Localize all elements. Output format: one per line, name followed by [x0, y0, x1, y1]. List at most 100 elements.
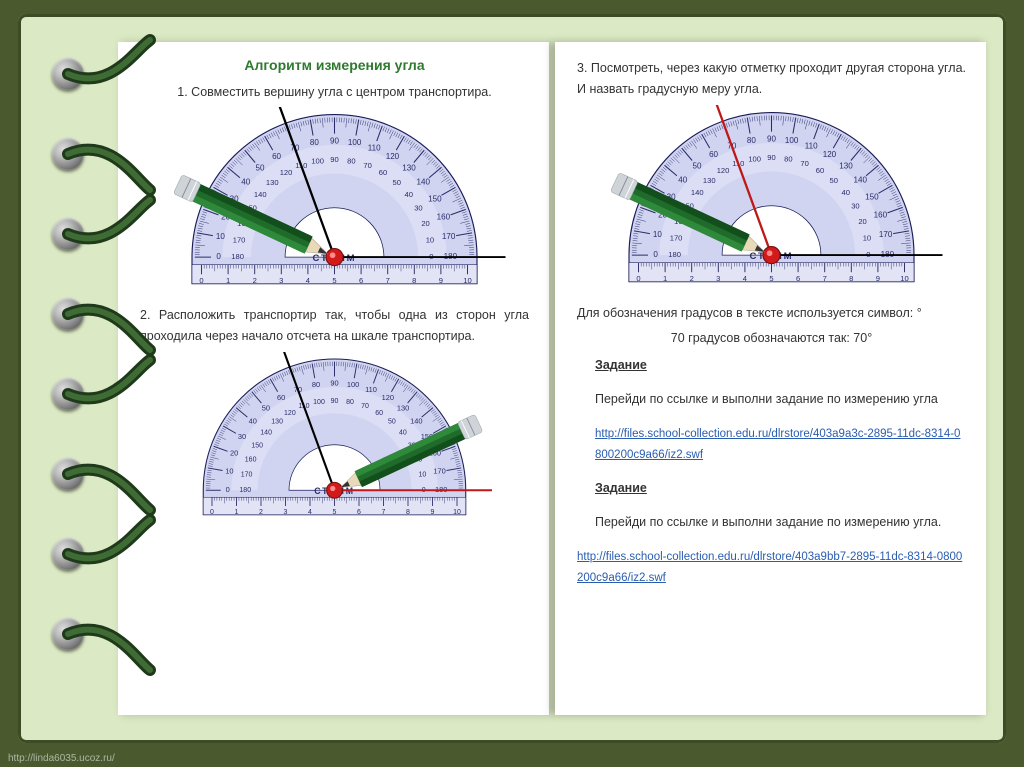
note-symbol: Для обозначения градусов в тексте исполь… — [577, 303, 966, 324]
figure-2: 0102030405060708090100110120130140150160… — [140, 352, 529, 527]
svg-text:140: 140 — [254, 190, 267, 199]
svg-text:170: 170 — [433, 466, 445, 475]
svg-text:130: 130 — [839, 161, 853, 170]
svg-text:10: 10 — [418, 471, 426, 478]
svg-text:30: 30 — [851, 201, 859, 210]
svg-text:3: 3 — [279, 276, 283, 285]
binding-ring — [40, 46, 96, 102]
svg-text:60: 60 — [375, 409, 383, 416]
svg-text:170: 170 — [233, 235, 246, 244]
svg-text:80: 80 — [310, 138, 319, 147]
protractor-step1: 0102030405060708090100110120130140150160… — [140, 107, 529, 297]
svg-text:10: 10 — [900, 273, 908, 282]
protractor-step3: 0102030405060708090100110120130140150160… — [577, 105, 966, 295]
svg-text:160: 160 — [437, 213, 451, 222]
svg-text:80: 80 — [347, 157, 355, 166]
svg-text:10: 10 — [225, 466, 233, 475]
svg-text:1: 1 — [226, 276, 230, 285]
svg-text:60: 60 — [272, 152, 281, 161]
svg-text:140: 140 — [691, 187, 704, 196]
svg-text:3: 3 — [716, 273, 720, 282]
svg-text:3: 3 — [284, 508, 288, 515]
svg-text:80: 80 — [312, 380, 320, 389]
svg-text:90: 90 — [331, 397, 339, 404]
spiral-binding — [18, 14, 118, 743]
svg-text:170: 170 — [879, 230, 893, 239]
svg-text:40: 40 — [249, 416, 257, 425]
svg-text:70: 70 — [361, 403, 369, 410]
svg-text:80: 80 — [747, 136, 756, 145]
task-link-1[interactable]: http://files.school-collection.edu.ru/dl… — [595, 428, 960, 462]
note-70: 70 градусов обозначаются так: 70° — [577, 328, 966, 349]
svg-text:7: 7 — [386, 276, 390, 285]
svg-text:50: 50 — [693, 161, 702, 170]
svg-text:50: 50 — [830, 175, 838, 184]
svg-text:8: 8 — [406, 508, 410, 515]
svg-text:170: 170 — [442, 232, 456, 241]
svg-text:150: 150 — [251, 442, 263, 449]
svg-text:130: 130 — [266, 178, 279, 187]
svg-text:50: 50 — [262, 403, 270, 412]
svg-text:90: 90 — [330, 136, 339, 145]
task-text-2: Перейди по ссылке и выполни задание по и… — [595, 512, 966, 533]
svg-text:110: 110 — [365, 384, 377, 393]
svg-text:0: 0 — [226, 485, 230, 494]
svg-text:30: 30 — [414, 204, 422, 213]
binding-ring — [40, 206, 96, 262]
svg-text:4: 4 — [306, 276, 310, 285]
svg-text:40: 40 — [678, 175, 687, 184]
svg-text:9: 9 — [439, 276, 443, 285]
svg-text:1: 1 — [663, 273, 667, 282]
svg-text:4: 4 — [308, 508, 312, 515]
svg-text:130: 130 — [402, 163, 416, 172]
svg-text:130: 130 — [703, 175, 716, 184]
svg-text:50: 50 — [388, 418, 396, 425]
svg-text:10: 10 — [453, 508, 461, 515]
svg-text:4: 4 — [743, 273, 747, 282]
step-2-text: 2. Расположить транспортир так, чтобы од… — [140, 305, 529, 348]
svg-text:80: 80 — [784, 154, 792, 163]
svg-text:20: 20 — [858, 216, 866, 225]
svg-text:10: 10 — [426, 235, 434, 244]
binding-ring — [40, 526, 96, 582]
svg-text:40: 40 — [842, 187, 850, 196]
svg-text:100: 100 — [785, 136, 799, 145]
page-right: 3. Посмотреть, через какую отметку прохо… — [555, 42, 986, 715]
svg-text:2: 2 — [253, 276, 257, 285]
task-text-1: Перейди по ссылке и выполни задание по и… — [595, 389, 966, 410]
figure-3: 0102030405060708090100110120130140150160… — [577, 105, 966, 295]
figure-1: 0102030405060708090100110120130140150160… — [140, 107, 529, 297]
svg-text:60: 60 — [816, 166, 824, 175]
svg-text:90: 90 — [767, 134, 776, 143]
svg-text:140: 140 — [260, 429, 272, 436]
step-3-text: 3. Посмотреть, через какую отметку прохо… — [577, 58, 966, 101]
svg-text:0: 0 — [653, 250, 658, 259]
svg-text:90: 90 — [330, 155, 338, 164]
svg-text:1: 1 — [235, 508, 239, 515]
svg-text:8: 8 — [849, 273, 853, 282]
svg-text:100: 100 — [311, 157, 324, 166]
svg-text:2: 2 — [690, 273, 694, 282]
binding-ring — [40, 286, 96, 342]
protractor-step2: 0102030405060708090100110120130140150160… — [140, 352, 529, 527]
svg-text:2: 2 — [259, 508, 263, 515]
binding-ring — [40, 366, 96, 422]
svg-text:10: 10 — [653, 230, 662, 239]
pages-container: Алгоритм измерения угла 1. Совместить ве… — [118, 42, 986, 715]
task-link-2[interactable]: http://files.school-collection.edu.ru/dl… — [577, 551, 962, 585]
svg-text:110: 110 — [368, 143, 381, 152]
svg-text:110: 110 — [805, 141, 818, 150]
svg-text:150: 150 — [428, 194, 442, 203]
svg-text:50: 50 — [256, 163, 265, 172]
svg-text:7: 7 — [382, 508, 386, 515]
svg-text:7: 7 — [823, 273, 827, 282]
step-1-text: 1. Совместить вершину угла с центром тра… — [140, 82, 529, 103]
svg-text:40: 40 — [399, 429, 407, 436]
svg-text:100: 100 — [748, 154, 761, 163]
svg-text:140: 140 — [854, 175, 868, 184]
svg-text:40: 40 — [405, 190, 413, 199]
svg-text:0: 0 — [216, 252, 221, 261]
svg-text:150: 150 — [865, 192, 879, 201]
svg-text:50: 50 — [393, 178, 401, 187]
svg-text:140: 140 — [410, 416, 422, 425]
